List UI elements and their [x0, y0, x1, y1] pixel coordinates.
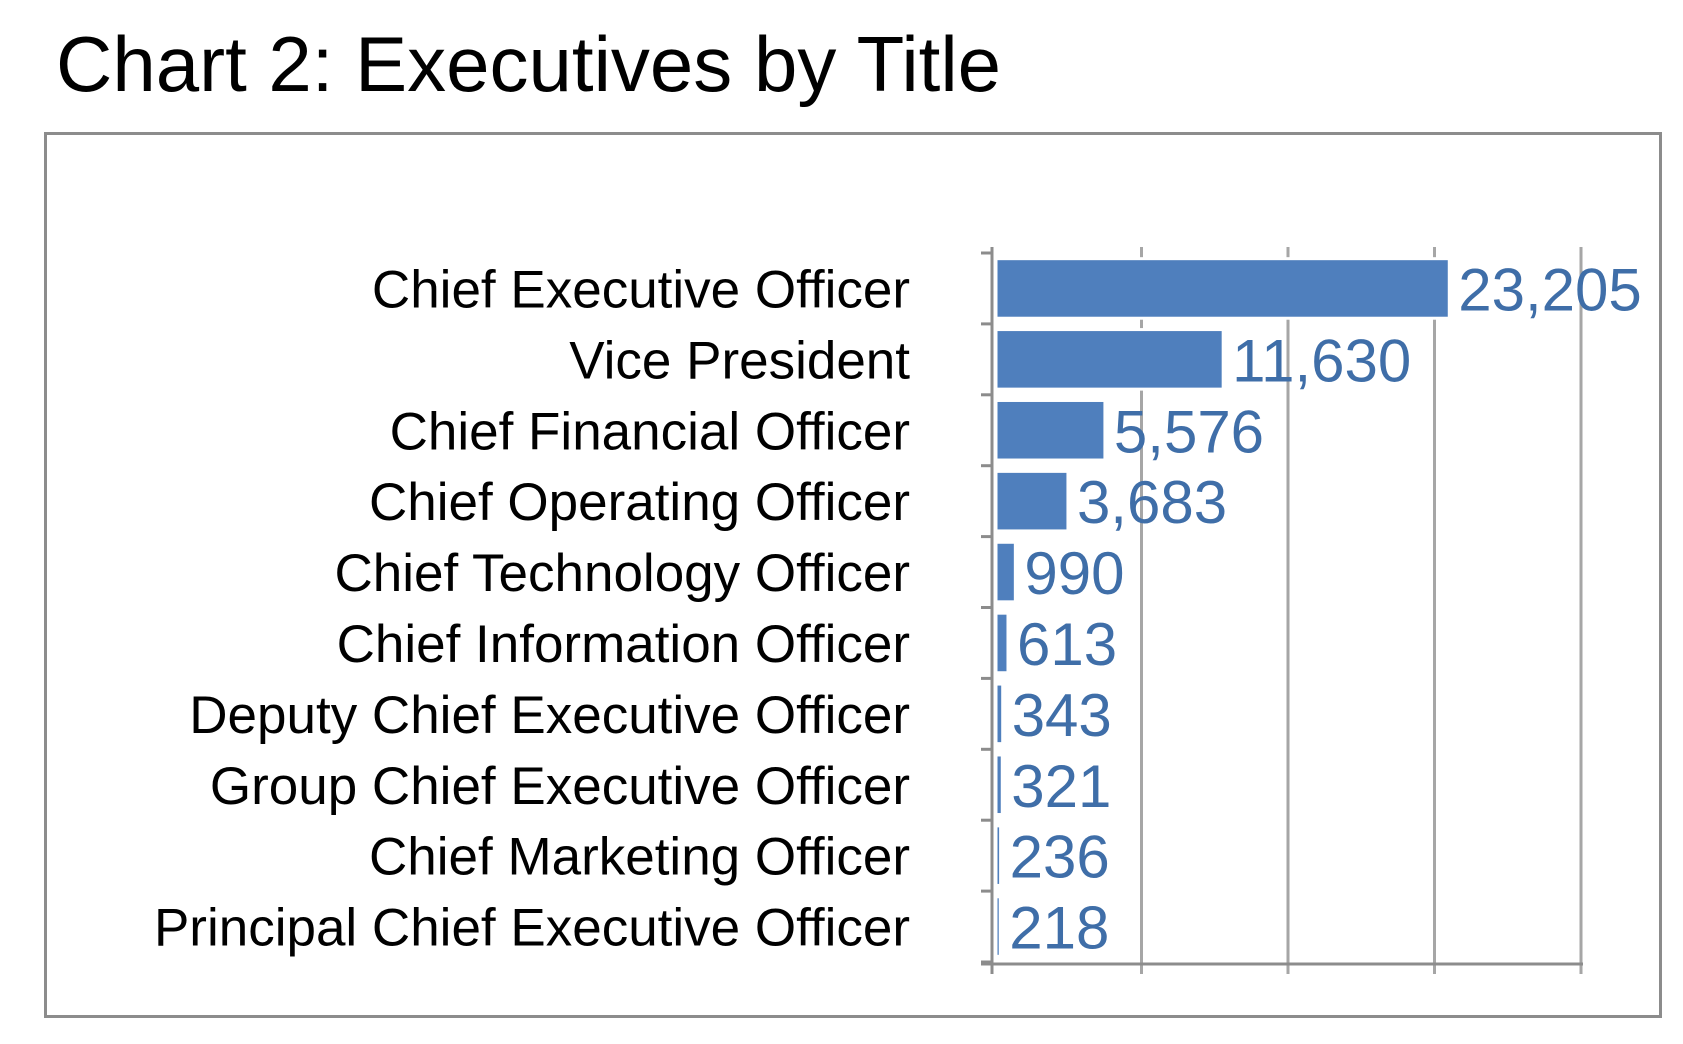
data-label: 3,683 [1077, 469, 1227, 536]
category-label: Principal Chief Executive Officer [154, 899, 910, 958]
chart-title: Chart 2: Executives by Title [56, 20, 1002, 108]
data-label: 23,205 [1458, 256, 1642, 323]
category-label: Chief Technology Officer [335, 544, 910, 603]
bar [994, 469, 1070, 533]
bar [994, 611, 1010, 675]
category-label: Chief Marketing Officer [369, 828, 910, 887]
bars [994, 257, 1451, 958]
bar [994, 257, 1451, 320]
data-label: 236 [1010, 824, 1110, 891]
data-label: 990 [1024, 540, 1124, 607]
category-labels: Chief Executive Officer Vice President Chi… [154, 260, 910, 957]
bar [994, 328, 1225, 391]
category-label: Deputy Chief Executive Officer [189, 686, 910, 745]
data-label: 5,576 [1114, 398, 1264, 465]
data-label: 218 [1009, 895, 1109, 962]
bar [994, 753, 1004, 817]
category-axis [981, 247, 1583, 974]
category-label: Chief Financial Officer [390, 402, 910, 461]
category-label: Chief Executive Officer [372, 260, 910, 319]
bar [994, 895, 1002, 958]
category-label: Chief Operating Officer [369, 473, 910, 532]
gridlines [1140, 247, 1583, 974]
bar [994, 540, 1017, 604]
category-label: Chief Information Officer [337, 615, 910, 674]
data-label: 11,630 [1232, 327, 1411, 394]
bar [994, 824, 1003, 887]
data-label: 343 [1012, 682, 1112, 749]
bar [994, 682, 1005, 746]
bar [994, 398, 1107, 462]
data-label: 321 [1011, 753, 1111, 820]
data-label: 613 [1017, 611, 1117, 678]
category-label: Group Chief Executive Officer [210, 757, 910, 816]
category-label: Vice President [569, 331, 910, 390]
